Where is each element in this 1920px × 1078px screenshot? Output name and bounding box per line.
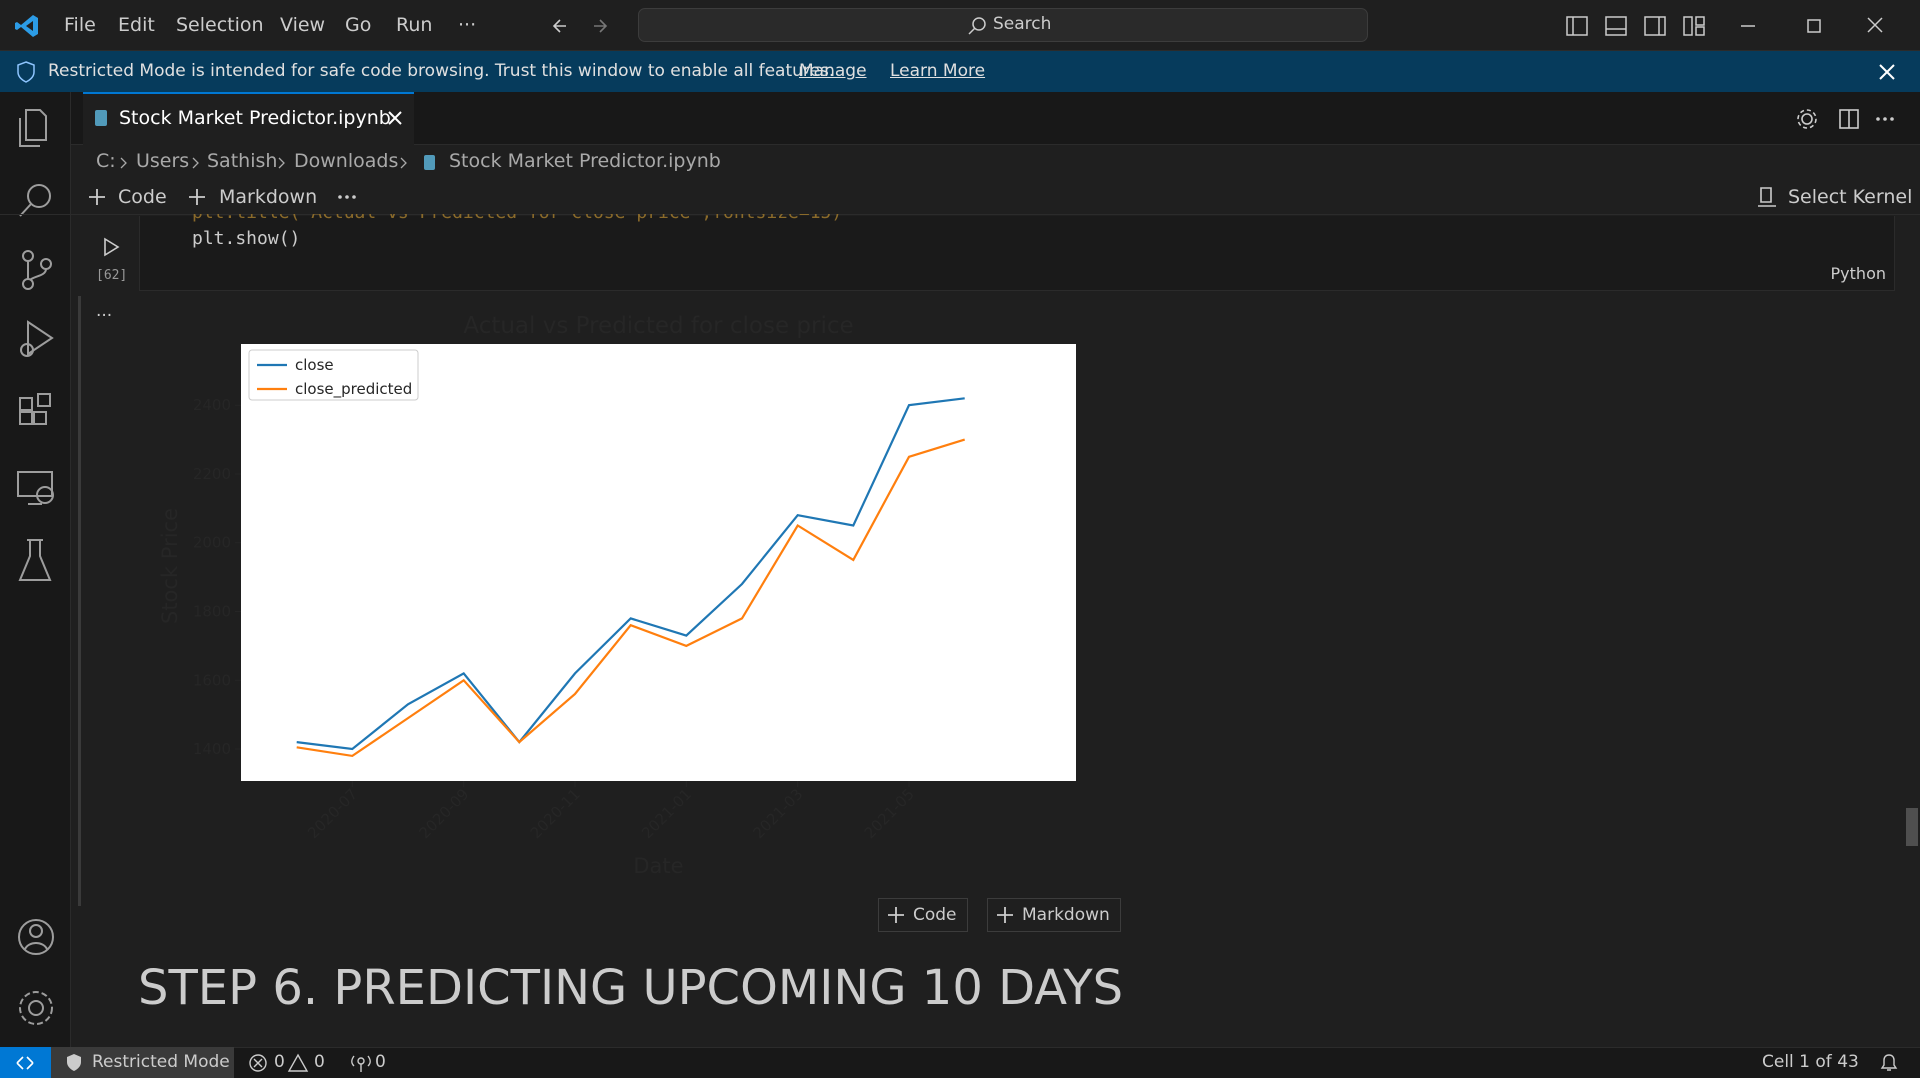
- menu-item[interactable]: Run: [396, 14, 433, 36]
- plus-icon: [888, 907, 904, 923]
- menu-item[interactable]: File: [64, 14, 96, 36]
- menu-item[interactable]: ···: [458, 14, 477, 36]
- add-markdown[interactable]: Markdown: [219, 186, 318, 208]
- y-tick-label: 2200: [193, 465, 231, 483]
- tab-close[interactable]: [386, 109, 404, 127]
- y-tick-label: 2400: [193, 396, 231, 414]
- notifications[interactable]: [1878, 1052, 1900, 1074]
- close-banner[interactable]: [1878, 63, 1896, 81]
- code-cell: plt.title('Actual vs Predicted for close…: [139, 214, 1895, 291]
- plot-area: [241, 344, 1076, 781]
- window-controls[interactable]: [1555, 12, 1920, 40]
- editor-actions[interactable]: [1790, 104, 1910, 134]
- breadcrumb[interactable]: Downloads: [294, 150, 399, 172]
- x-tick-label: 2021-03: [749, 785, 806, 842]
- tab-title: Stock Market Predictor.ipynb: [119, 107, 391, 129]
- breadcrumb[interactable]: Sathish: [207, 150, 278, 172]
- toolbar-icons: [89, 189, 356, 205]
- legend-label: close: [295, 356, 334, 374]
- toolbar-divider: [0, 214, 1920, 215]
- x-tick-label: 2020-07: [304, 785, 361, 842]
- button-label: Markdown: [1022, 905, 1110, 925]
- restricted-banner: Restricted Mode is intended for safe cod…: [0, 51, 1920, 92]
- breadcrumb[interactable]: Stock Market Predictor.ipynb: [449, 150, 721, 172]
- series-line: [296, 397, 965, 751]
- menu-item[interactable]: Edit: [118, 14, 155, 36]
- activity-icons[interactable]: [0, 92, 70, 1047]
- y-tick-label: 1400: [193, 740, 231, 758]
- breadcrumb[interactable]: Users: [136, 150, 190, 172]
- add-code[interactable]: Code: [118, 186, 167, 208]
- status-errors[interactable]: 0: [274, 1052, 285, 1072]
- notebook-icon: [95, 110, 107, 126]
- legend-box: [248, 349, 419, 401]
- menu-item[interactable]: View: [280, 14, 326, 36]
- button-label: Code: [913, 905, 957, 925]
- status-icons: [67, 1053, 371, 1072]
- cell-language[interactable]: Python: [1830, 264, 1886, 283]
- breadcrumb[interactable]: C:: [96, 150, 116, 172]
- menu-item[interactable]: Go: [345, 14, 372, 36]
- banner-link[interactable]: Manage: [799, 61, 867, 81]
- series-line: [296, 438, 966, 758]
- y-tick-label: 1600: [193, 671, 231, 689]
- restricted-mode-indicator[interactable]: [51, 1047, 234, 1078]
- x-tick-label: 2021-01: [638, 785, 695, 842]
- banner-link[interactable]: Learn More: [890, 61, 986, 81]
- x-tick-label: 2021-05: [861, 785, 918, 842]
- legend-label: close_predicted: [295, 380, 412, 399]
- code-line: plt.show(): [192, 228, 301, 249]
- app-logo: [15, 15, 38, 37]
- breadcrumb-separators: [120, 155, 435, 170]
- add-code-button[interactable]: Code: [878, 898, 968, 932]
- search-icon: [968, 17, 986, 35]
- menu-item[interactable]: Selection: [176, 14, 264, 36]
- y-tick-label: 1800: [193, 602, 231, 620]
- title-bar: File Edit Selection View Go Run ··· Sear…: [0, 0, 1920, 51]
- status-warnings[interactable]: 0: [314, 1052, 325, 1072]
- plus-icon: [997, 907, 1013, 923]
- kernel-icon: [1758, 187, 1776, 207]
- execution-count: [62]: [96, 268, 128, 283]
- status-ports[interactable]: 0: [375, 1052, 386, 1072]
- output-bar: [78, 296, 81, 906]
- scrollbar[interactable]: [1904, 808, 1920, 848]
- code-line: plt.title('Actual vs Predicted for close…: [192, 202, 843, 223]
- run-cell[interactable]: [100, 236, 122, 258]
- add-markdown-button[interactable]: Markdown: [987, 898, 1121, 932]
- status-bar: [0, 1047, 1920, 1078]
- shield-icon: [17, 61, 35, 83]
- status-cell[interactable]: Cell 1 of 43: [1762, 1052, 1859, 1072]
- output-menu[interactable]: ···: [96, 306, 113, 326]
- y-tick-label: 2000: [193, 534, 231, 552]
- banner-text: Restricted Mode is intended for safe cod…: [48, 61, 835, 81]
- editor-tab[interactable]: Stock Market Predictor.ipynb: [83, 92, 414, 145]
- nav-arrows[interactable]: [552, 14, 612, 38]
- search-label: Search: [993, 14, 1052, 34]
- x-tick-label: 2020-09: [415, 785, 472, 842]
- markdown-heading: STEP 6. PREDICTING UPCOMING 10 DAYS: [138, 960, 1124, 1016]
- remote-indicator[interactable]: [0, 1047, 51, 1078]
- x-axis-label: Date: [633, 854, 683, 878]
- status-restricted[interactable]: Restricted Mode: [92, 1052, 230, 1072]
- x-tick-label: 2020-11: [527, 785, 584, 842]
- remote-icon: [16, 1056, 34, 1070]
- activity-bar: [0, 92, 71, 1047]
- y-axis-label: Stock Price: [158, 508, 182, 624]
- select-kernel[interactable]: Select Kernel: [1788, 186, 1913, 208]
- search-box[interactable]: Search: [638, 8, 1368, 42]
- chart-title: Actual vs Predicted for close price: [463, 313, 853, 339]
